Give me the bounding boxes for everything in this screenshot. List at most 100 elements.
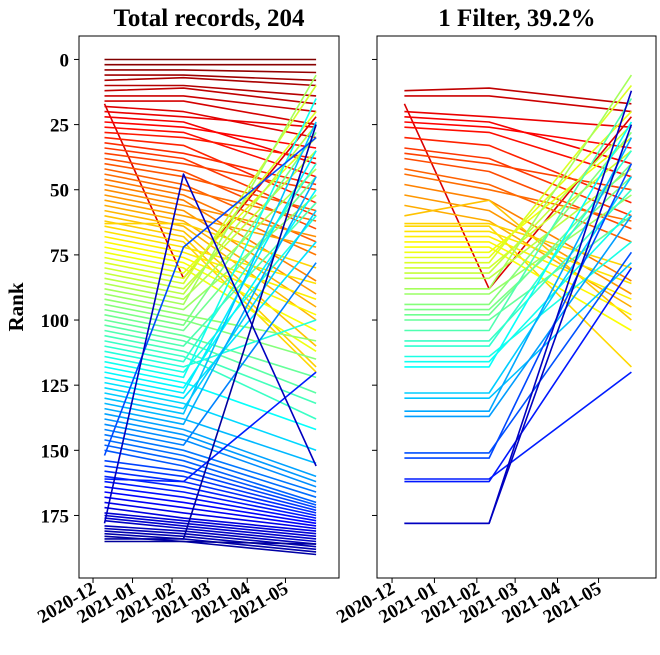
series-line-49 <box>404 124 633 525</box>
series-line-78 <box>103 136 317 456</box>
series-line-73 <box>104 262 317 446</box>
series-line-28 <box>404 168 632 280</box>
series-line-59 <box>104 215 317 373</box>
series-line-12 <box>104 116 317 165</box>
series-line-55 <box>104 334 317 405</box>
y-tick-label: 75 <box>50 246 69 267</box>
series-line-60 <box>104 98 317 379</box>
series-lines-total-records <box>103 58 317 556</box>
series-line-33 <box>404 163 632 316</box>
series-line-66 <box>104 210 317 410</box>
series-line-5 <box>104 84 317 97</box>
series-line-12 <box>404 173 632 222</box>
series-line-54 <box>104 202 317 347</box>
series-line-22 <box>404 246 632 332</box>
series-line-13 <box>104 121 317 149</box>
series-line-44 <box>404 215 633 418</box>
series-line-71 <box>104 418 317 483</box>
series-line-43 <box>404 137 633 413</box>
series-line-50 <box>404 90 633 525</box>
y-tick-label: 175 <box>41 506 70 527</box>
series-line-11 <box>104 110 317 128</box>
series-line-57 <box>104 163 317 363</box>
series-line-33 <box>104 222 317 269</box>
series-line-29 <box>104 204 317 308</box>
series-line-4 <box>104 76 317 87</box>
series-line-25 <box>404 84 633 264</box>
series-line-20 <box>104 157 317 230</box>
series-line-46 <box>104 74 317 306</box>
series-line-19 <box>404 230 632 285</box>
series-line-22 <box>104 168 317 243</box>
series-line-21 <box>404 241 632 316</box>
series-line-86 <box>104 491 317 525</box>
series-line-27 <box>404 124 632 274</box>
y-tick-label: 25 <box>50 116 69 137</box>
series-line-26 <box>104 188 317 238</box>
chart-title-total-records: Total records, 204 <box>114 5 305 32</box>
series-line-7 <box>404 136 632 204</box>
series-line-27 <box>104 194 317 295</box>
series-line-38 <box>104 246 317 332</box>
series-line-2 <box>104 69 317 74</box>
series-line-83 <box>104 371 317 483</box>
series-line-72 <box>104 423 317 488</box>
series-line-7 <box>104 95 317 113</box>
series-line-32 <box>404 176 632 311</box>
series-line-95 <box>104 525 317 545</box>
series-line-75 <box>104 439 317 498</box>
series-line-30 <box>104 209 317 321</box>
series-line-47 <box>104 194 317 311</box>
panel-one-filter: 1 Filter, 39.2% 2020-122021-012021-02202… <box>333 5 657 628</box>
series-line-24 <box>404 111 632 259</box>
series-line-88 <box>104 501 317 530</box>
series-line-44 <box>104 124 317 295</box>
chart-title-one-filter: 1 Filter, 39.2% <box>438 5 595 32</box>
series-line-50 <box>104 131 317 327</box>
y-tick-label: 100 <box>41 311 70 332</box>
series-line-29 <box>404 74 633 290</box>
plot-frame-total-records <box>78 35 340 579</box>
series-line-69 <box>104 176 317 426</box>
series-line-10 <box>104 105 317 139</box>
series-line-34 <box>404 215 632 321</box>
series-line-80 <box>104 465 317 512</box>
series-line-61 <box>104 366 317 431</box>
y-axis-label-rank: Rank <box>4 282 28 331</box>
series-line-96 <box>104 527 317 548</box>
series-line-90 <box>104 512 317 535</box>
series-line-36 <box>104 235 317 300</box>
series-line-23 <box>104 173 317 222</box>
series-line-8 <box>104 100 317 126</box>
series-line-6 <box>404 126 632 178</box>
series-line-51 <box>104 176 317 332</box>
series-line-74 <box>104 433 317 493</box>
series-line-56 <box>104 340 317 420</box>
series-line-40 <box>104 137 317 274</box>
series-line-62 <box>104 189 317 389</box>
series-line-35 <box>404 98 633 332</box>
series-line-37 <box>104 241 317 316</box>
series-line-89 <box>104 506 317 532</box>
series-line-45 <box>104 168 317 301</box>
series-line-9 <box>404 152 632 191</box>
y-tick-label: 50 <box>50 181 69 202</box>
series-line-11 <box>404 168 632 243</box>
series-line-58 <box>104 319 317 368</box>
series-line-31 <box>404 131 633 306</box>
series-line-3 <box>104 74 317 82</box>
series-line-65 <box>104 387 317 452</box>
series-line-77 <box>104 449 317 506</box>
y-tick-label: 0 <box>60 50 70 71</box>
series-line-17 <box>404 222 632 269</box>
series-line-70 <box>104 413 317 478</box>
series-line-76 <box>104 444 317 504</box>
series-line-28 <box>104 199 317 248</box>
series-line-100 <box>104 124 317 540</box>
series-line-42 <box>404 262 632 400</box>
series-line-93 <box>104 519 317 543</box>
series-line-10 <box>404 157 632 230</box>
panel-total-records: Total records, 204 Rank 0 25 50 75 100 125 150… <box>4 5 340 628</box>
series-line-87 <box>104 496 317 527</box>
